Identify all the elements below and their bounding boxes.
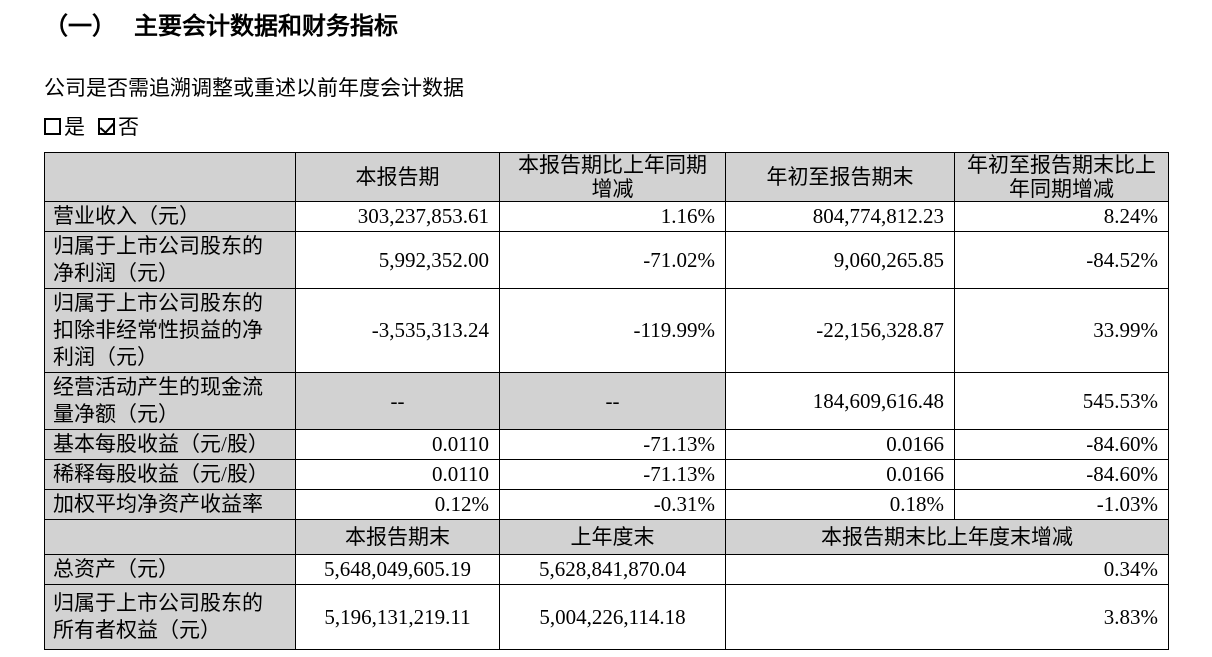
metric-label-cell: 归属于上市公司股东的净利润（元） [44, 231, 296, 289]
option-no-label: 否 [118, 115, 139, 139]
value-cell: -1.03% [954, 489, 1169, 520]
table-header-row: 本报告期 本报告期比上年同期 增减 年初至报告期末 年初至报告期末比上 年同期增… [44, 152, 1169, 202]
value-cell: -119.99% [499, 288, 726, 373]
metric-label-cell: 稀释每股收益（元/股） [44, 459, 296, 490]
value-cell: -84.60% [954, 429, 1169, 460]
value-cell: 5,648,049,605.19 [295, 554, 500, 585]
value-cell: 0.18% [725, 489, 955, 520]
metric-label-cell: 总资产（元） [44, 554, 296, 585]
subheader-period-end-change: 本报告期末比上年度末增减 [725, 519, 1169, 555]
value-cell: 5,004,226,114.18 [499, 584, 726, 650]
value-cell: -84.60% [954, 459, 1169, 490]
table-row: 经营活动产生的现金流量净额（元） -- -- 184,609,616.48 54… [44, 372, 1169, 430]
metric-label-cell: 归属于上市公司股东的所有者权益（元） [44, 584, 296, 650]
option-yes: 是 [44, 111, 85, 141]
value-cell: 1.16% [499, 201, 726, 232]
metric-label-cell: 归属于上市公司股东的扣除非经常性损益的净利润（元） [44, 288, 296, 373]
table-row: 加权平均净资产收益率 0.12% -0.31% 0.18% -1.03% [44, 489, 1169, 520]
table-row: 归属于上市公司股东的所有者权益（元） 5,196,131,219.11 5,00… [44, 584, 1169, 650]
metric-label-cell: 经营活动产生的现金流量净额（元） [44, 372, 296, 430]
restatement-question: 公司是否需追溯调整或重述以前年度会计数据 [44, 76, 464, 100]
value-cell: 545.53% [954, 372, 1169, 430]
table-row: 归属于上市公司股东的扣除非经常性损益的净利润（元） -3,535,313.24 … [44, 288, 1169, 373]
value-cell: -71.13% [499, 429, 726, 460]
value-cell: 0.0110 [295, 429, 500, 460]
value-cell: -84.52% [954, 231, 1169, 289]
metric-label-cell: 基本每股收益（元/股） [44, 429, 296, 460]
option-no: 否 [98, 111, 139, 141]
table-row: 归属于上市公司股东的净利润（元） 5,992,352.00 -71.02% 9,… [44, 231, 1169, 289]
value-cell: -0.31% [499, 489, 726, 520]
table-row: 基本每股收益（元/股） 0.0110 -71.13% 0.0166 -84.60… [44, 429, 1169, 460]
restatement-options: 是 否 [44, 111, 139, 141]
value-cell: 8.24% [954, 201, 1169, 232]
value-cell: 5,628,841,870.04 [499, 554, 726, 585]
value-cell: 33.99% [954, 288, 1169, 373]
value-cell: 0.0166 [725, 459, 955, 490]
header-blank-cell [44, 152, 296, 202]
page-title: （一） 主要会计数据和财务指标 [44, 6, 398, 41]
table-row: 稀释每股收益（元/股） 0.0110 -71.13% 0.0166 -84.60… [44, 459, 1169, 490]
value-cell: 3.83% [725, 584, 1169, 650]
value-cell: 0.0166 [725, 429, 955, 460]
value-cell: 804,774,812.23 [725, 201, 955, 232]
subheader-prior-year-end: 上年度末 [499, 519, 726, 555]
value-cell: 184,609,616.48 [725, 372, 955, 430]
table-row: 总资产（元） 5,648,049,605.19 5,628,841,870.04… [44, 554, 1169, 585]
value-cell: -22,156,328.87 [725, 288, 955, 373]
key-financials-table: 本报告期 本报告期比上年同期 增减 年初至报告期末 年初至报告期末比上 年同期增… [44, 152, 1169, 650]
checkbox-checked-icon [98, 117, 115, 135]
value-cell: 303,237,853.61 [295, 201, 500, 232]
subheader-period-end: 本报告期末 [295, 519, 500, 555]
subheader-blank-cell [44, 519, 296, 555]
table-row: 营业收入（元） 303,237,853.61 1.16% 804,774,812… [44, 201, 1169, 232]
section-title-text: 主要会计数据和财务指标 [134, 14, 398, 40]
header-year-to-date-yoy-change: 年初至报告期末比上 年同期增减 [954, 152, 1169, 202]
value-cell: 9,060,265.85 [725, 231, 955, 289]
value-cell-na: -- [295, 372, 500, 430]
value-cell: 0.12% [295, 489, 500, 520]
value-cell: -71.02% [499, 231, 726, 289]
table-subheader-row: 本报告期末 上年度末 本报告期末比上年度末增减 [44, 519, 1169, 555]
header-current-period: 本报告期 [295, 152, 500, 202]
section-number: （一） [44, 14, 116, 40]
metric-label-cell: 加权平均净资产收益率 [44, 489, 296, 520]
value-cell: 0.0110 [295, 459, 500, 490]
value-cell: -71.13% [499, 459, 726, 490]
value-cell: 0.34% [725, 554, 1169, 585]
value-cell: 5,992,352.00 [295, 231, 500, 289]
value-cell-na: -- [499, 372, 726, 430]
checkbox-unchecked-icon [44, 117, 61, 135]
header-current-period-yoy-change: 本报告期比上年同期 增减 [499, 152, 726, 202]
metric-label-cell: 营业收入（元） [44, 201, 296, 232]
option-yes-label: 是 [64, 115, 85, 139]
value-cell: 5,196,131,219.11 [295, 584, 500, 650]
header-year-to-date: 年初至报告期末 [725, 152, 955, 202]
value-cell: -3,535,313.24 [295, 288, 500, 373]
